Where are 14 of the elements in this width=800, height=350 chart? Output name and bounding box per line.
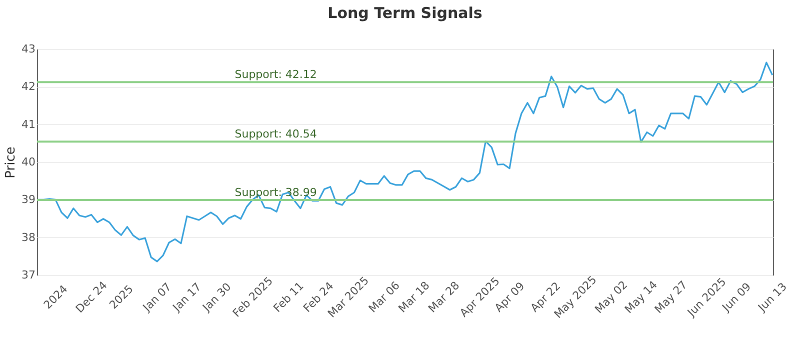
y-tick-label: 39 bbox=[22, 193, 36, 206]
chart-title: Long Term Signals bbox=[328, 4, 482, 22]
y-tick-label: 41 bbox=[22, 118, 36, 131]
y-tick-label: 42 bbox=[22, 80, 36, 94]
y-tick-label: 43 bbox=[22, 42, 36, 56]
ref-line-label: Support: 38.99 bbox=[234, 186, 317, 200]
x-tick-label: Jun 13 bbox=[754, 280, 790, 315]
y-tick-label: 40 bbox=[22, 156, 36, 168]
ref-line-label: Support: 40.54 bbox=[234, 128, 317, 141]
x-tick-label: Dec 24 bbox=[73, 278, 110, 316]
y-tick-label: 38 bbox=[22, 230, 36, 244]
y-axis-title: Price bbox=[4, 146, 19, 178]
ref-line-label: Support: 42.12 bbox=[234, 68, 317, 82]
y-tick-label: 37 bbox=[22, 268, 36, 282]
